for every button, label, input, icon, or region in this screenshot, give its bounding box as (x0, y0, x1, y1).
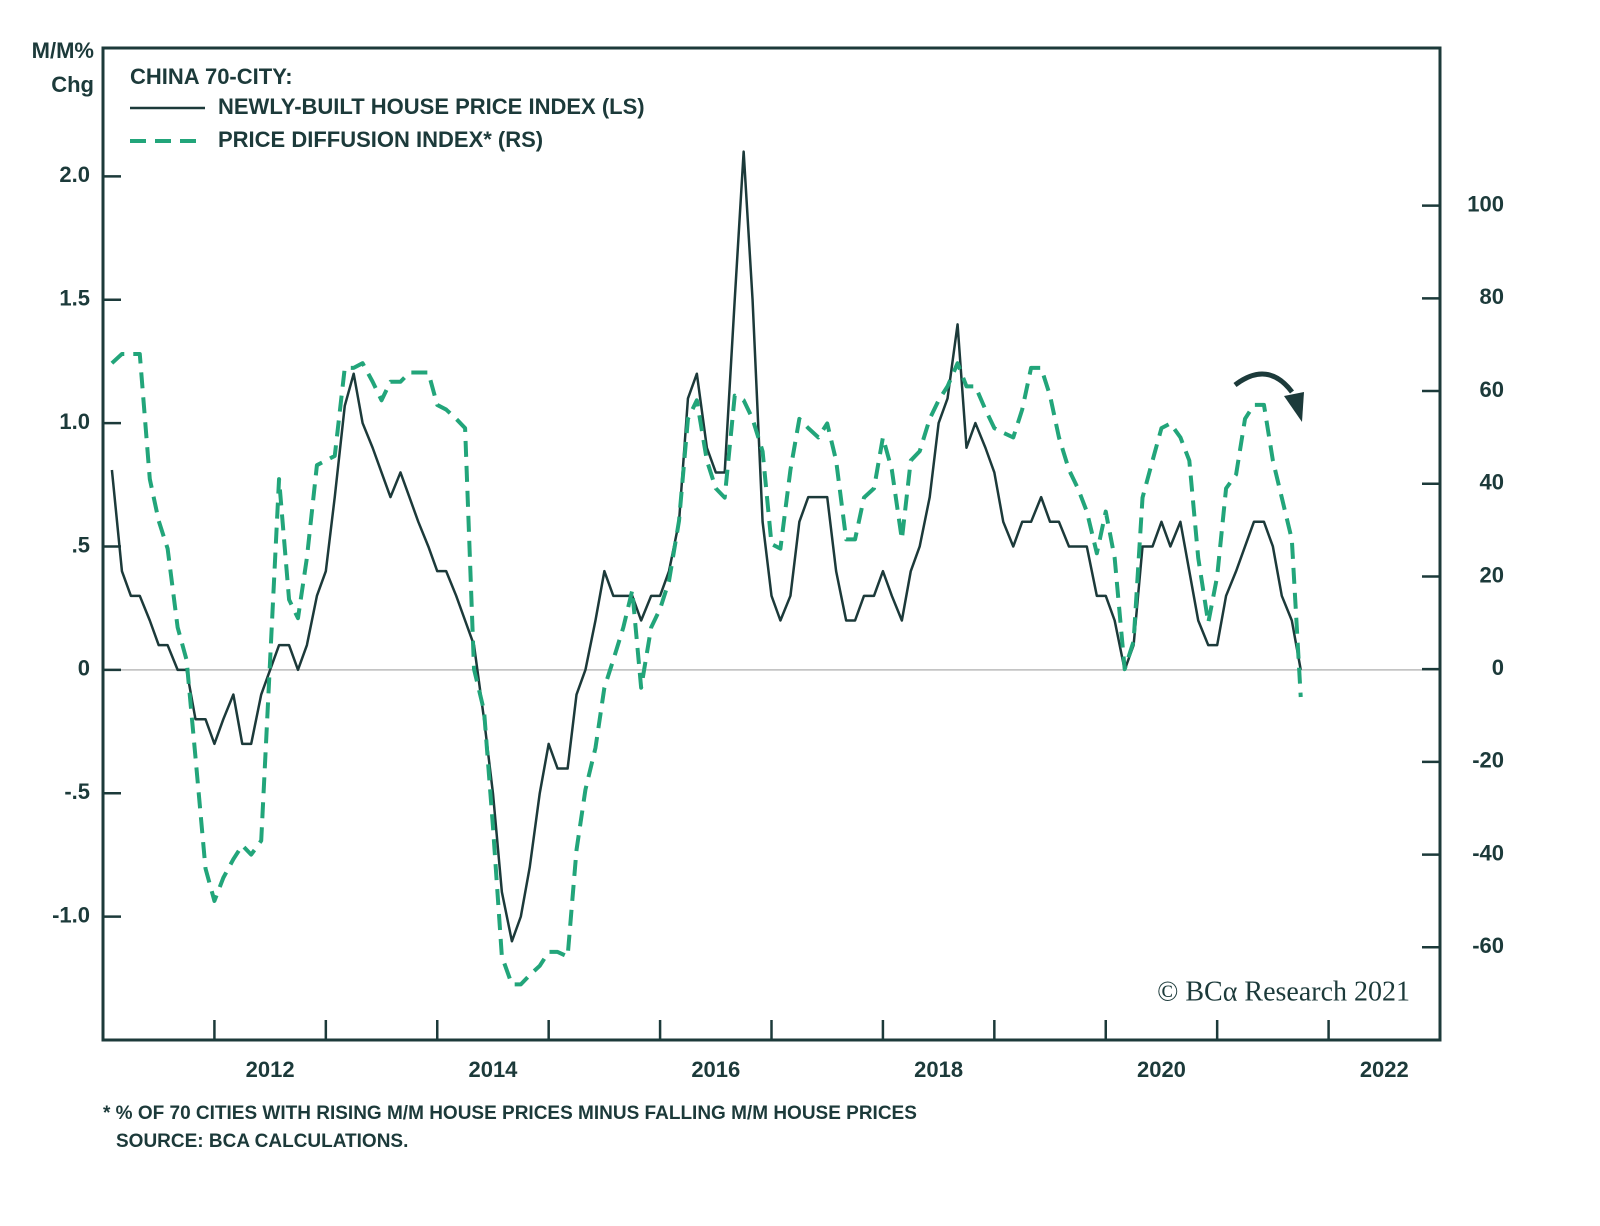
y-axis-label: M/M% (32, 38, 94, 63)
y-tick-label: -1.0 (52, 902, 90, 927)
y-tick-label: 2.0 (59, 162, 90, 187)
arrow-head (1284, 392, 1304, 422)
y-tick-label: 0 (78, 656, 90, 681)
x-tick-label: 2022 (1360, 1057, 1409, 1082)
arrow (1233, 371, 1294, 394)
x-tick-label: 2018 (914, 1057, 963, 1082)
legend-label: PRICE DIFFUSION INDEX* (RS) (218, 127, 543, 152)
legend-title: CHINA 70-CITY: (130, 64, 293, 89)
y-tick-label: 1.5 (59, 286, 90, 311)
y2-tick-label: -60 (1472, 933, 1504, 958)
y2-tick-label: -40 (1472, 840, 1504, 865)
x-tick-label: 2012 (246, 1057, 295, 1082)
y2-tick-label: 40 (1480, 470, 1504, 495)
plot-frame (101, 46, 1442, 1042)
y2-tick-label: 100 (1467, 191, 1504, 216)
x-tick-label: 2016 (691, 1057, 740, 1082)
x-tick-label: 2014 (468, 1057, 518, 1082)
y2-tick-label: 20 (1480, 562, 1504, 587)
footnote: * % OF 70 CITIES WITH RISING M/M HOUSE P… (103, 1103, 917, 1124)
y2-tick-label: 80 (1480, 284, 1504, 309)
y-tick-label: -.5 (64, 779, 90, 804)
y-axis-label: Chg (51, 72, 94, 97)
footnote: SOURCE: BCA CALCULATIONS. (116, 1131, 408, 1152)
y2-tick-label: 60 (1480, 377, 1504, 402)
y2-tick-label: 0 (1492, 655, 1504, 680)
legend-label: NEWLY-BUILT HOUSE PRICE INDEX (LS) (218, 94, 645, 119)
y-tick-label: .5 (72, 532, 90, 557)
x-tick-label: 2020 (1137, 1057, 1186, 1082)
series-line (110, 150, 1302, 943)
y2-tick-label: -20 (1472, 748, 1504, 773)
series-line (110, 351, 1303, 987)
credit: © BCα Research 2021 (1157, 976, 1410, 1007)
y-tick-label: 1.0 (59, 409, 90, 434)
